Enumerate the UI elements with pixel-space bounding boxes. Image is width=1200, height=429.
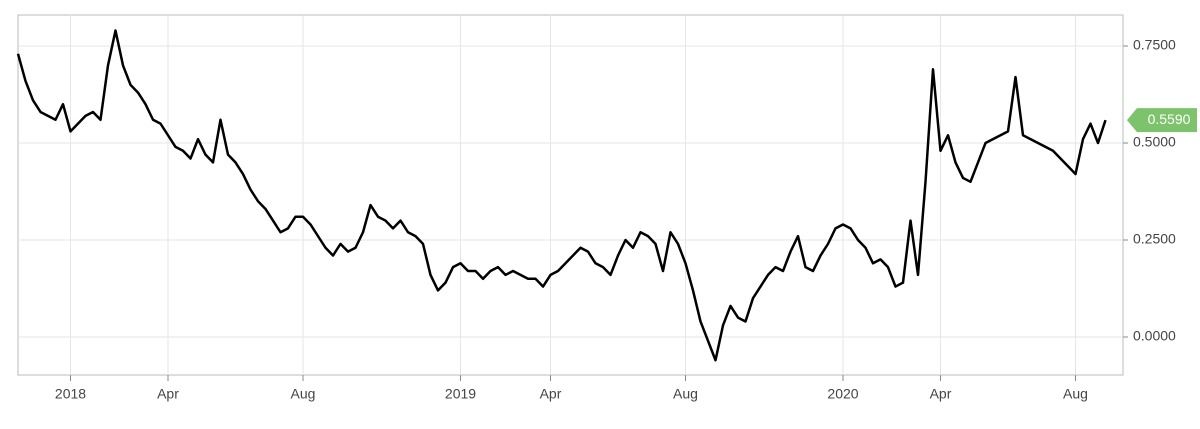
price-line (16, 29, 1107, 362)
grid (18, 15, 1123, 375)
x-tick-label: Apr (930, 386, 952, 402)
last-value-label: 0.5590 (1148, 111, 1191, 127)
x-tick-label: 2020 (827, 386, 858, 402)
x-tick-label: Aug (291, 386, 316, 402)
x-tick-label: Aug (673, 386, 698, 402)
x-tick-label: Apr (540, 386, 562, 402)
x-tick-label: Apr (157, 386, 179, 402)
plot-frame (17, 14, 1124, 376)
x-tick-label: 2018 (55, 386, 86, 402)
last-value-badge (1127, 108, 1197, 133)
y-tick-label: 0.7500 (1133, 37, 1176, 53)
y-tick-label: 0.2500 (1133, 231, 1176, 247)
x-tick-label: Aug (1063, 386, 1088, 402)
x-tick-label: 2019 (445, 386, 476, 402)
y-tick-label: 0.5000 (1133, 134, 1176, 150)
y-tick-label: 0.0000 (1133, 328, 1176, 344)
